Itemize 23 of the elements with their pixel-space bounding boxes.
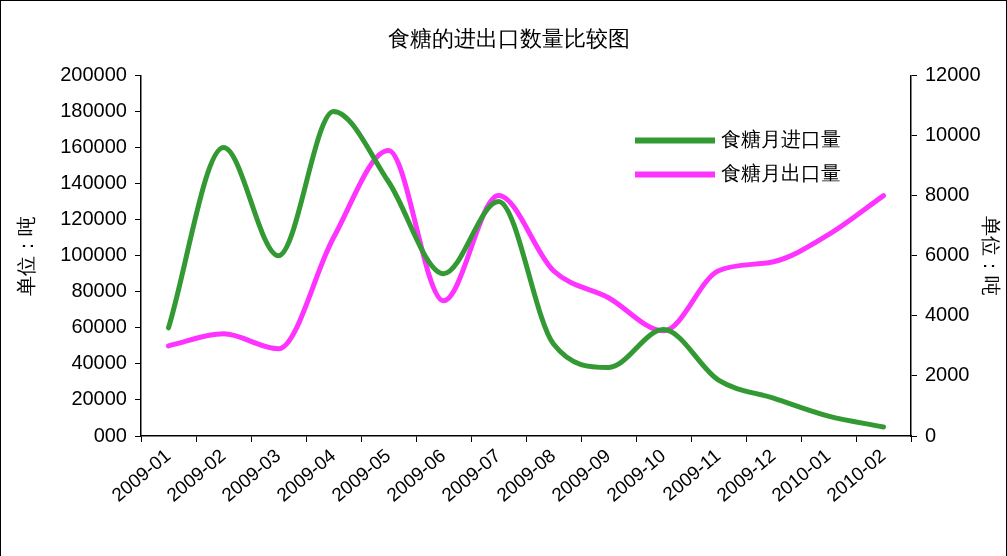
y-tick-label: 000 <box>93 423 127 446</box>
y-tick-label: 180000 <box>60 98 127 121</box>
y2-tick-label: 0 <box>925 423 937 446</box>
y2-tick-label: 12000 <box>925 62 981 85</box>
legend-label: 食糖月进口量 <box>721 127 841 150</box>
y-tick-label: 160000 <box>60 135 127 158</box>
y-tick-label: 80000 <box>71 279 127 302</box>
legend-label: 食糖月出口量 <box>721 161 841 184</box>
y2-tick-label: 6000 <box>925 243 970 266</box>
y-axis-title: 单位：吨 <box>14 215 37 296</box>
y2-axis-title: 单位：吨 <box>980 215 1003 296</box>
y2-tick-label: 10000 <box>925 123 981 146</box>
y-tick-label: 140000 <box>60 171 127 194</box>
y2-tick-label: 8000 <box>925 183 970 206</box>
y2-tick-label: 4000 <box>925 303 970 326</box>
y-tick-label: 40000 <box>71 351 127 374</box>
y-tick-label: 100000 <box>60 243 127 266</box>
y-tick-label: 20000 <box>71 387 127 410</box>
y2-tick-label: 2000 <box>925 363 970 386</box>
y-tick-label: 120000 <box>60 207 127 230</box>
chart-title: 食糖的进出口数量比较图 <box>387 26 630 52</box>
y-tick-label: 200000 <box>60 62 127 85</box>
y-tick-label: 60000 <box>71 315 127 338</box>
